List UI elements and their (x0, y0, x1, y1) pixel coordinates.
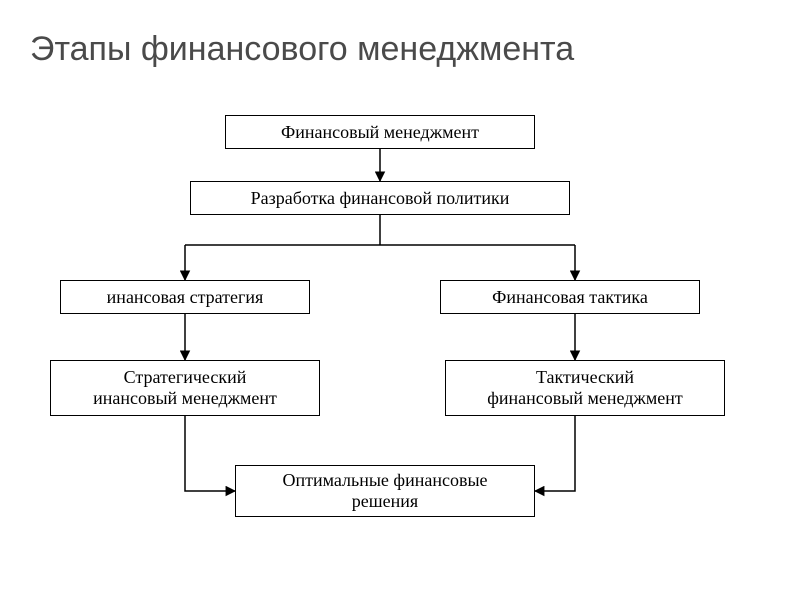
node-financial-management: Финансовый менеджмент (225, 115, 535, 149)
node-label-line2: инансовый менеджмент (93, 388, 277, 409)
node-label-line1: Оптимальные финансовые (282, 470, 487, 491)
node-label-line2: финансовый менеджмент (487, 388, 683, 409)
node-label-line1: Тактический (536, 367, 634, 388)
node-tactical-management: Тактический финансовый менеджмент (445, 360, 725, 416)
node-label-line2: решения (352, 491, 418, 512)
node-label: Финансовая тактика (492, 287, 648, 308)
node-label: инансовая стратегия (107, 287, 264, 308)
node-label: Разработка финансовой политики (251, 188, 510, 209)
node-optimal-decisions: Оптимальные финансовые решения (235, 465, 535, 517)
slide-title: Этапы финансового менеджмента (30, 30, 574, 69)
node-label: Финансовый менеджмент (281, 122, 479, 143)
node-label-line1: Стратегический (124, 367, 247, 388)
slide: Этапы финансового менеджмента Финансовый… (0, 0, 800, 600)
node-strategic-management: Стратегический инансовый менеджмент (50, 360, 320, 416)
node-financial-tactics: Финансовая тактика (440, 280, 700, 314)
node-policy-development: Разработка финансовой политики (190, 181, 570, 215)
node-financial-strategy: инансовая стратегия (60, 280, 310, 314)
